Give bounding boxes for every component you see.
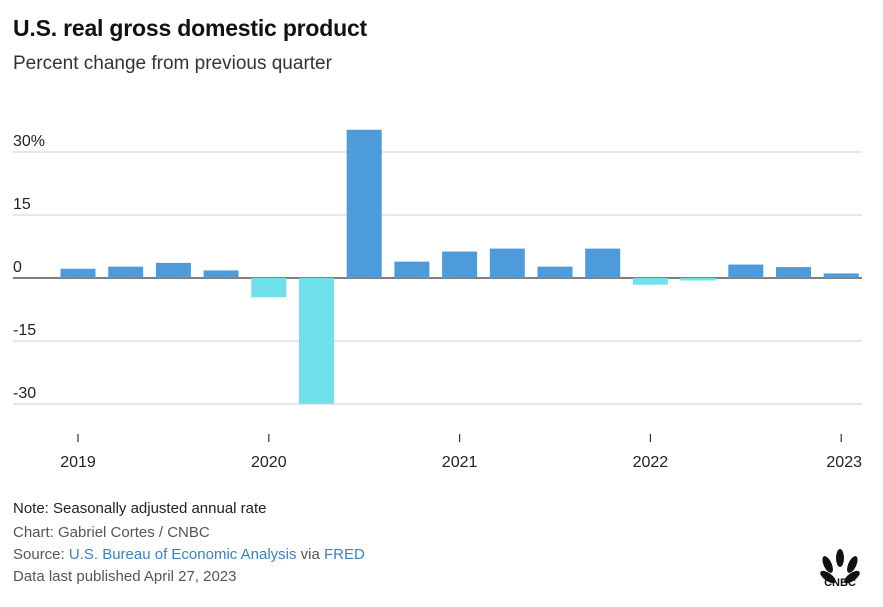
bar-chart: 30% 15 0 -15 -30 2019 2020 2021 2022 2023 [13,129,862,471]
bar [489,248,525,278]
x-tick-label: 2021 [442,454,478,471]
y-tick-label: 30% [13,133,45,150]
bar [680,278,716,281]
bar [155,262,191,278]
chart-note: Note: Seasonally adjusted annual rate [13,500,267,517]
x-tick-label: 2023 [826,454,862,471]
logo-text: CNBC [824,577,856,588]
bar [251,278,287,298]
chart-title: U.S. real gross domestic product [13,15,368,41]
y-axis-labels: 30% 15 0 -15 -30 [13,133,45,402]
x-tick-label: 2019 [60,454,96,471]
bar [394,261,430,278]
bars [60,129,859,404]
x-axis: 2019 2020 2021 2022 2023 [60,434,862,471]
bar [442,251,478,278]
chart-credit: Chart: Gabriel Cortes / CNBC [13,524,210,541]
grid-lines [13,151,862,405]
bar [823,273,859,278]
data-published-date: Data last published April 27, 2023 [13,568,237,585]
x-tick-label: 2022 [633,454,669,471]
bar [60,268,96,278]
chart-source: Source: U.S. Bureau of Economic Analysis… [13,546,365,563]
bar [299,278,334,404]
bar [585,248,621,278]
source-link-bea[interactable]: U.S. Bureau of Economic Analysis [68,546,297,563]
cnbc-peacock-icon: CNBC [820,549,860,589]
bar [632,278,668,285]
cnbc-logo: CNBC [812,548,868,589]
y-tick-label: 15 [13,196,31,213]
bar [108,266,144,278]
bar [776,267,811,278]
source-link-fred[interactable]: FRED [324,546,365,563]
x-tick-label: 2020 [251,454,287,471]
source-prefix: Source: [13,546,69,563]
source-via: via [296,546,324,563]
y-tick-label: -30 [13,385,36,402]
y-tick-label: 0 [13,259,22,276]
bar [203,270,239,278]
bar [346,129,382,278]
chart-subtitle: Percent change from previous quarter [13,53,332,74]
bar [537,266,573,278]
bar [728,264,764,278]
y-tick-label: -15 [13,322,36,339]
